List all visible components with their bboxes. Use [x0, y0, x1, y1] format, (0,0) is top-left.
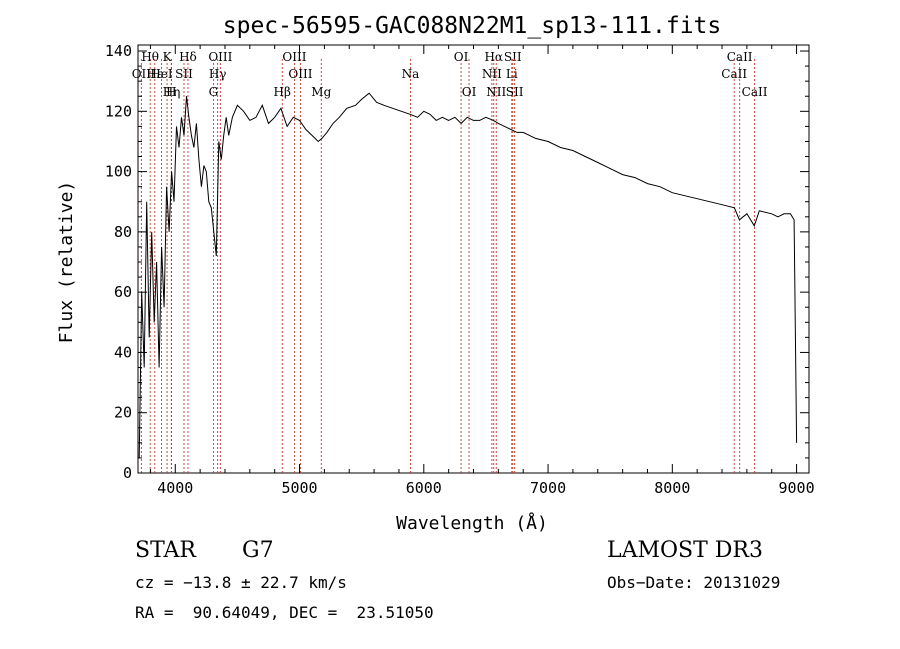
- y-axis: 0 20 40 60 80 100 120 140: [105, 42, 809, 482]
- spectrum-line: [138, 92, 798, 458]
- y-tick-label: 100: [105, 163, 132, 181]
- line-marker-label: Mg: [311, 85, 331, 99]
- line-marker-label: HeI: [150, 67, 173, 81]
- line-marker-label: OIII: [288, 67, 312, 81]
- line-marker-label: Hε: [146, 67, 163, 81]
- y-tick-label: 140: [105, 42, 132, 60]
- chart-title: spec-56595-GAC088N22M1_sp13-111.fits: [223, 13, 722, 39]
- line-marker-label: OII: [132, 67, 152, 81]
- line-marker-label: H: [166, 85, 176, 99]
- x-axis-label: Wavelength (Å): [396, 512, 548, 534]
- x-tick-label: 6000: [406, 479, 442, 497]
- x-tick-label: 9000: [779, 479, 815, 497]
- y-tick-label: 20: [114, 404, 132, 422]
- line-marker-label: CaII: [721, 67, 747, 81]
- line-marker-label: OIII: [208, 50, 232, 64]
- y-axis-label: Flux (relative): [56, 181, 77, 344]
- line-marker-label: Hγ: [209, 67, 227, 81]
- line-marker-label: Hδ: [179, 50, 197, 64]
- plot-frame: [137, 44, 810, 474]
- coordinates: RA = 90.64049, DEC = 23.51050: [135, 603, 434, 622]
- line-marker-label: Hθ: [141, 50, 159, 64]
- line-marker-label: CaII: [727, 50, 753, 64]
- line-marker-label: K: [163, 50, 173, 64]
- x-tick-label: 8000: [654, 479, 690, 497]
- x-tick-label: 5000: [281, 479, 317, 497]
- observation-date: Obs−Date: 20131029: [607, 573, 781, 592]
- line-marker-label: Li: [506, 67, 518, 81]
- line-marker-label: SII: [506, 85, 524, 99]
- x-tick-label: 4000: [157, 479, 193, 497]
- redshift-value: cz = −13.8 ± 22.7 km/s: [135, 573, 347, 592]
- line-marker-label: Hα: [484, 50, 503, 64]
- object-class: STAR: [135, 538, 196, 563]
- x-axis: 4000 5000 6000 7000 8000 9000: [149, 45, 815, 497]
- line-marker-label: OI: [454, 50, 469, 64]
- survey-name: LAMOST DR3: [607, 538, 763, 563]
- line-marker-label: SII: [504, 50, 522, 64]
- x-tick-label: 7000: [530, 479, 566, 497]
- line-marker-label: NII: [486, 85, 506, 99]
- y-tick-label: 0: [123, 464, 132, 482]
- line-marker-label: G: [209, 85, 219, 99]
- object-subclass: G7: [242, 538, 274, 563]
- line-marker-label: SII: [175, 67, 193, 81]
- line-marker-label: Hβ: [274, 85, 291, 99]
- y-tick-label: 80: [114, 223, 132, 241]
- line-marker-label: CaII: [742, 85, 768, 99]
- line-marker-label: OIII: [282, 50, 306, 64]
- y-tick-label: 40: [114, 343, 132, 361]
- line-marker-label: NII: [482, 67, 502, 81]
- line-marker-label: Na: [402, 67, 420, 81]
- y-tick-label: 60: [114, 283, 132, 301]
- y-tick-label: 120: [105, 102, 132, 120]
- line-marker-label: OI: [462, 85, 477, 99]
